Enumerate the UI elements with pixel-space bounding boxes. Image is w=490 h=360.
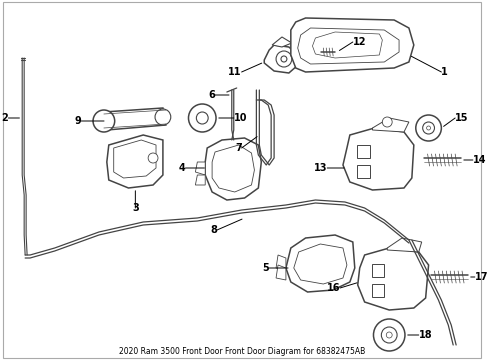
Text: 12: 12 [353, 37, 367, 47]
Polygon shape [276, 265, 286, 280]
Polygon shape [196, 162, 205, 175]
Text: 7: 7 [235, 143, 242, 153]
Circle shape [93, 110, 115, 132]
Circle shape [382, 117, 392, 127]
Circle shape [276, 51, 292, 67]
Text: 16: 16 [326, 283, 340, 293]
Text: 18: 18 [419, 330, 432, 340]
Circle shape [306, 44, 321, 60]
Polygon shape [107, 135, 163, 188]
Text: 10: 10 [234, 113, 247, 123]
Text: 3: 3 [132, 203, 139, 213]
Text: 11: 11 [228, 67, 242, 77]
Text: 2: 2 [1, 113, 8, 123]
Text: 17: 17 [475, 272, 489, 282]
Circle shape [416, 115, 441, 141]
Polygon shape [387, 238, 422, 252]
Polygon shape [205, 138, 261, 200]
Text: 2020 Ram 3500 Front Door Front Door Diagram for 68382475AB: 2020 Ram 3500 Front Door Front Door Diag… [119, 347, 365, 356]
Polygon shape [358, 248, 429, 310]
Polygon shape [294, 244, 347, 284]
Text: 9: 9 [74, 116, 81, 126]
Circle shape [196, 112, 208, 124]
Polygon shape [357, 165, 369, 178]
Text: 8: 8 [210, 225, 217, 235]
Polygon shape [371, 264, 384, 277]
Circle shape [427, 126, 431, 130]
Circle shape [310, 48, 318, 56]
Circle shape [281, 56, 287, 62]
Polygon shape [371, 284, 384, 297]
Polygon shape [286, 235, 355, 292]
Polygon shape [264, 45, 296, 73]
Polygon shape [291, 18, 414, 72]
Polygon shape [114, 140, 156, 178]
Polygon shape [343, 128, 414, 190]
Circle shape [155, 109, 171, 125]
Text: 4: 4 [179, 163, 186, 173]
Polygon shape [104, 108, 166, 130]
Circle shape [148, 153, 158, 163]
Text: 14: 14 [473, 155, 487, 165]
Polygon shape [298, 28, 399, 64]
Text: 15: 15 [455, 113, 468, 123]
Text: 1: 1 [441, 67, 448, 77]
Polygon shape [372, 118, 409, 132]
Polygon shape [272, 37, 292, 47]
Circle shape [423, 122, 435, 134]
Polygon shape [212, 145, 254, 192]
Circle shape [373, 319, 405, 351]
Polygon shape [196, 175, 205, 185]
Text: 6: 6 [208, 90, 215, 100]
Polygon shape [357, 145, 369, 158]
Polygon shape [313, 32, 382, 58]
Text: 13: 13 [314, 163, 327, 173]
Circle shape [386, 332, 392, 338]
Circle shape [381, 327, 397, 343]
Polygon shape [276, 255, 286, 270]
Circle shape [189, 104, 216, 132]
Text: 5: 5 [263, 263, 269, 273]
